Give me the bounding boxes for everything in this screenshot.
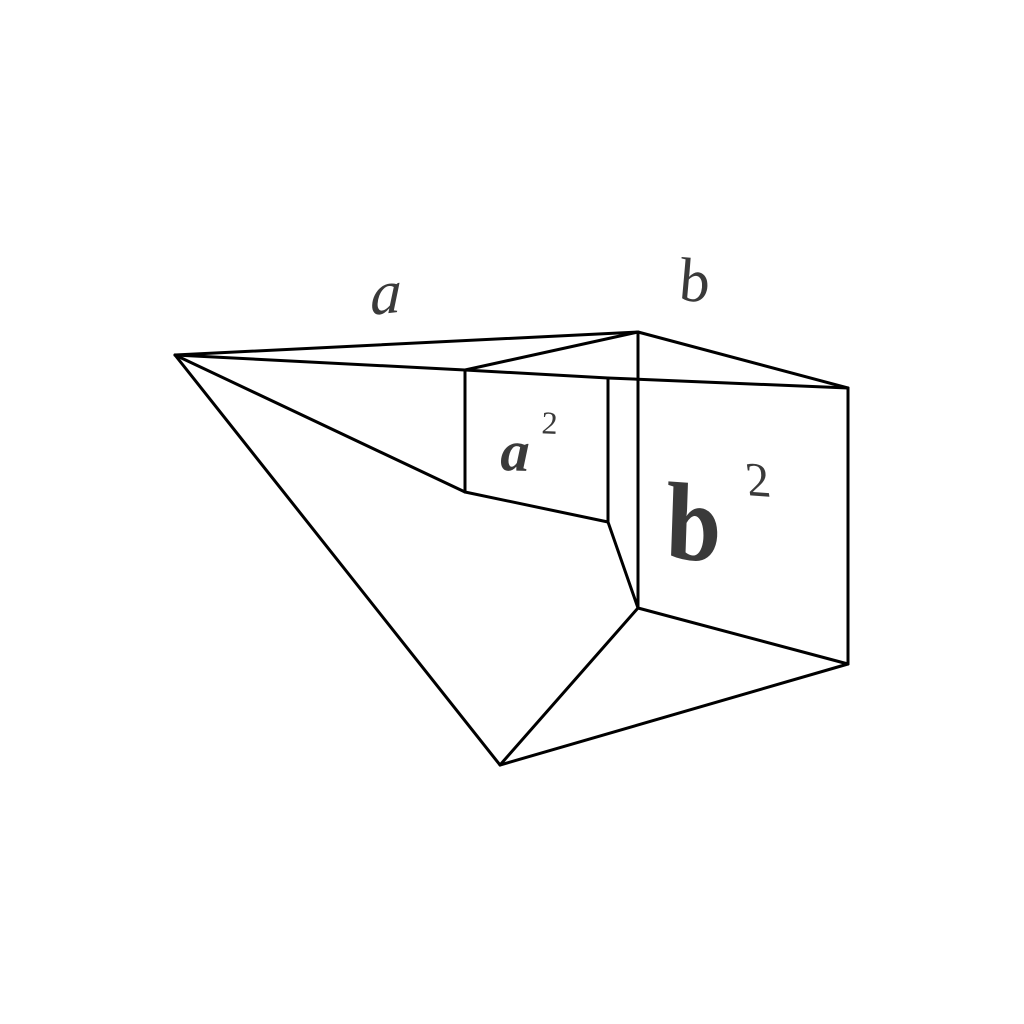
label-b-squared: b2 [654, 447, 785, 591]
svg-text:a: a [500, 418, 531, 484]
geometry-diagram: aba2b2 [0, 0, 1024, 1024]
label-a-squared: a2 [500, 403, 559, 485]
svg-text:b: b [656, 460, 728, 587]
label-b: b [675, 244, 712, 317]
svg-text:2: 2 [541, 404, 558, 441]
label-a: a [370, 257, 403, 330]
svg-text:2: 2 [742, 453, 773, 508]
